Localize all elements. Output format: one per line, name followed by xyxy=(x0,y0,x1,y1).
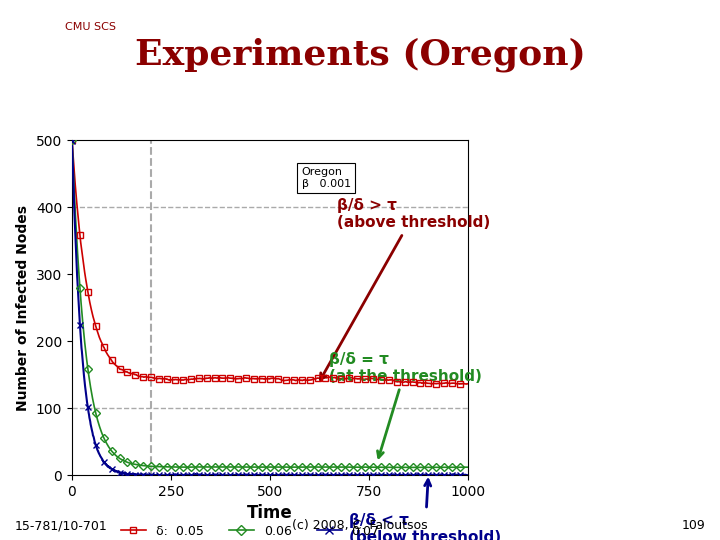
Text: Experiments (Oregon): Experiments (Oregon) xyxy=(135,38,585,72)
Text: β/δ = τ
(at the threshold): β/δ = τ (at the threshold) xyxy=(330,352,482,457)
X-axis label: Time: Time xyxy=(247,504,293,523)
Legend: δ:  0.05, 0.06, 0.07: δ: 0.05, 0.06, 0.07 xyxy=(116,519,384,540)
Text: (c) 2008, C. Faloutsos: (c) 2008, C. Faloutsos xyxy=(292,519,428,532)
Text: β/δ < τ
(below threshold): β/δ < τ (below threshold) xyxy=(349,480,501,540)
Text: 15-781/10-701: 15-781/10-701 xyxy=(14,519,107,532)
Y-axis label: Number of Infected Nodes: Number of Infected Nodes xyxy=(17,205,30,411)
Text: β/δ > τ
(above threshold): β/δ > τ (above threshold) xyxy=(320,198,490,380)
Text: 109: 109 xyxy=(682,519,706,532)
Text: Oregon
β   0.001: Oregon β 0.001 xyxy=(302,167,351,189)
Text: CMU SCS: CMU SCS xyxy=(65,22,116,32)
